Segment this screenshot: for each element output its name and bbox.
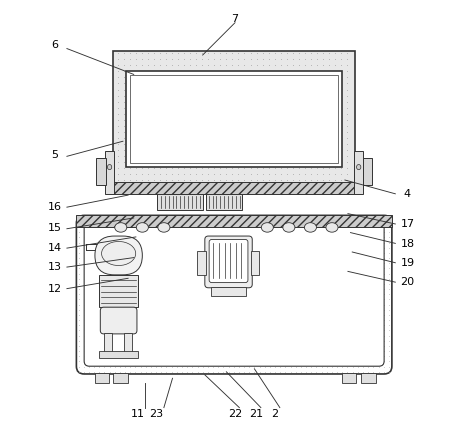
FancyBboxPatch shape bbox=[84, 224, 384, 366]
Text: 2: 2 bbox=[271, 408, 278, 418]
Bar bbox=[95, 373, 109, 383]
Text: 20: 20 bbox=[400, 276, 415, 287]
Ellipse shape bbox=[136, 223, 149, 233]
Text: 6: 6 bbox=[51, 40, 58, 50]
Bar bbox=[99, 351, 138, 359]
Text: 4: 4 bbox=[404, 188, 411, 199]
Text: 22: 22 bbox=[228, 408, 242, 418]
Bar bbox=[99, 275, 138, 307]
Bar bbox=[342, 373, 356, 383]
Text: 15: 15 bbox=[48, 223, 62, 233]
Ellipse shape bbox=[158, 223, 170, 233]
Text: 16: 16 bbox=[48, 201, 62, 212]
Bar bbox=[113, 373, 128, 383]
Text: 13: 13 bbox=[48, 261, 62, 272]
Ellipse shape bbox=[326, 223, 338, 233]
Bar bbox=[212, 287, 246, 297]
Text: 11: 11 bbox=[131, 408, 145, 418]
Ellipse shape bbox=[305, 223, 316, 233]
Text: 21: 21 bbox=[249, 408, 263, 418]
Bar bbox=[103, 333, 112, 352]
Text: 5: 5 bbox=[51, 150, 58, 160]
Bar bbox=[362, 159, 372, 186]
Text: 17: 17 bbox=[400, 218, 415, 229]
FancyBboxPatch shape bbox=[95, 237, 142, 275]
Ellipse shape bbox=[108, 165, 112, 170]
Text: 7: 7 bbox=[231, 14, 239, 25]
Ellipse shape bbox=[357, 165, 361, 170]
FancyBboxPatch shape bbox=[113, 52, 355, 185]
Bar bbox=[113, 182, 355, 194]
Bar bbox=[105, 151, 114, 194]
Bar bbox=[251, 252, 259, 275]
Ellipse shape bbox=[102, 242, 136, 266]
Ellipse shape bbox=[283, 223, 295, 233]
FancyBboxPatch shape bbox=[209, 240, 248, 283]
FancyBboxPatch shape bbox=[205, 237, 252, 288]
Bar bbox=[96, 159, 106, 186]
Bar bbox=[77, 216, 392, 228]
Bar bbox=[206, 194, 243, 211]
Bar bbox=[354, 151, 363, 194]
Bar bbox=[197, 252, 206, 275]
FancyBboxPatch shape bbox=[77, 216, 392, 374]
Text: 19: 19 bbox=[400, 257, 415, 267]
FancyBboxPatch shape bbox=[100, 307, 137, 334]
Bar bbox=[126, 72, 342, 168]
Text: 12: 12 bbox=[48, 283, 62, 293]
Ellipse shape bbox=[261, 223, 274, 233]
Text: 14: 14 bbox=[48, 242, 62, 252]
Bar bbox=[157, 194, 203, 211]
Bar bbox=[361, 373, 376, 383]
Bar bbox=[124, 333, 133, 352]
Text: 18: 18 bbox=[400, 238, 415, 248]
Bar bbox=[130, 76, 338, 163]
Ellipse shape bbox=[115, 223, 127, 233]
Text: 23: 23 bbox=[149, 408, 164, 418]
